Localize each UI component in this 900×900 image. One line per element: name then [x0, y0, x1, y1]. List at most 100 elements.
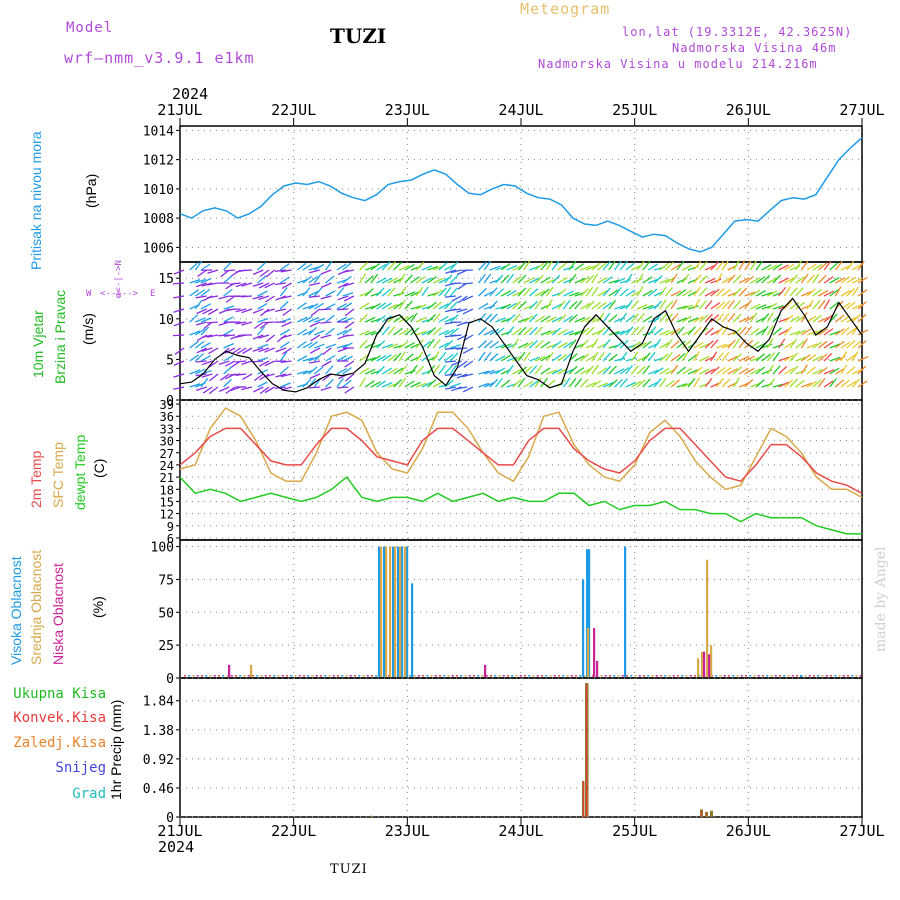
wind-barb — [517, 287, 527, 297]
wind-barb — [840, 341, 851, 349]
wind-barb — [817, 274, 827, 284]
wind-barb — [529, 300, 538, 310]
wind-barb — [483, 290, 495, 297]
wind-barb — [364, 368, 376, 375]
wind-barb — [219, 373, 230, 381]
wind-barb — [200, 317, 212, 323]
wind-barb — [462, 373, 474, 378]
ytick-label-clouds: 0 — [166, 672, 174, 687]
wind-barb — [342, 292, 354, 297]
wind-speed-line — [179, 297, 863, 393]
wind-barb — [829, 356, 841, 362]
wind-barb — [614, 304, 626, 310]
wind-barb — [647, 326, 657, 336]
wind-barb — [308, 360, 321, 364]
wind-barb — [823, 290, 835, 297]
wind-barb — [529, 288, 539, 297]
wind-barb — [200, 342, 211, 349]
convective-precip-bar — [701, 810, 702, 817]
wind-barb — [783, 300, 793, 310]
wind-barb — [500, 354, 511, 362]
wind-barb — [201, 373, 213, 378]
wind-barb — [659, 286, 667, 297]
wind-barb — [676, 383, 688, 388]
wind-barb — [704, 327, 714, 336]
wind-barb — [580, 353, 590, 362]
date-label-top: 27JUL — [839, 101, 884, 119]
wind-barb — [343, 269, 355, 273]
mid-cloud-bar — [404, 546, 407, 677]
wind-barb — [254, 321, 264, 330]
wind-barb — [857, 356, 869, 362]
wind-barb — [749, 312, 758, 323]
wind-barb — [523, 327, 533, 336]
wind-barb — [704, 313, 714, 323]
wind-barb — [580, 288, 590, 297]
cloud-baseline-bar — [451, 675, 454, 677]
wind-barb — [574, 377, 583, 388]
wind-barb — [308, 386, 320, 389]
cloud-baseline-bar — [621, 675, 624, 677]
wind-barb — [846, 276, 857, 284]
wind-barb — [846, 340, 856, 349]
wind-barb — [376, 355, 387, 362]
wind-barb — [642, 378, 651, 388]
wind-barb — [415, 261, 425, 271]
wind-barb — [744, 355, 755, 362]
wind-barb — [602, 301, 613, 310]
wind-barb — [687, 317, 699, 323]
wind-barb — [812, 300, 821, 310]
wind-barb — [309, 269, 321, 274]
wind-barb — [189, 354, 200, 362]
cloud-baseline-bar — [583, 675, 586, 677]
wind-barb — [336, 368, 347, 375]
wind-barb — [189, 340, 199, 349]
wind-barb — [642, 364, 651, 375]
wind-barb — [738, 382, 750, 388]
wind-barb — [200, 355, 211, 362]
wind-barb — [282, 347, 292, 355]
wind-barb — [687, 305, 699, 310]
wind-barb — [342, 302, 353, 310]
wind-barb — [451, 360, 462, 366]
wind-barb — [540, 377, 549, 388]
wind-barb — [738, 326, 747, 336]
wind-barb — [444, 353, 454, 362]
cloud-baseline-bar — [417, 675, 420, 677]
wind-barb — [189, 330, 201, 336]
wind-barb — [630, 326, 640, 336]
cloud-baseline-bar — [366, 675, 369, 677]
wind-barb — [664, 300, 674, 310]
wind-barb — [297, 370, 308, 375]
wind-barb — [812, 288, 822, 297]
wind-barb — [676, 353, 686, 362]
wind-barb — [642, 340, 652, 349]
wind-barbs — [172, 260, 869, 395]
wind-barb — [415, 304, 427, 310]
cloud-baseline-bar — [413, 675, 416, 677]
wind-barb — [200, 369, 212, 375]
ytick-label-temperature: 18 — [160, 483, 174, 497]
cloud-baseline-bar — [796, 675, 798, 677]
cloud-baseline-bar — [536, 675, 539, 677]
wind-barb — [597, 382, 608, 388]
wind-barb — [320, 321, 332, 324]
date-label-top: 23JUL — [385, 101, 430, 119]
wind-barb — [308, 295, 320, 298]
wind-barb — [795, 329, 806, 336]
wind-barb — [450, 308, 462, 312]
wind-barb — [432, 351, 440, 362]
wind-barb — [580, 368, 591, 375]
wind-barb — [275, 295, 287, 301]
wind-barb — [506, 273, 515, 284]
wind-barb — [189, 369, 201, 375]
convective-precip-bar — [583, 781, 585, 817]
wind-barb — [642, 352, 651, 362]
cloud-baseline-bar — [600, 675, 603, 677]
temp-2m-line — [179, 427, 863, 494]
wind-barb — [282, 308, 292, 317]
wind-barb — [545, 286, 554, 297]
wind-barb — [778, 366, 788, 375]
wind-barb — [625, 314, 635, 323]
wind-barb — [772, 304, 784, 310]
